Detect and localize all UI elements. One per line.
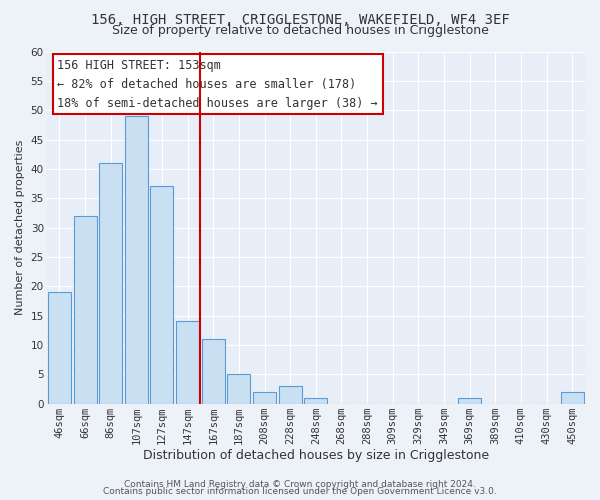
X-axis label: Distribution of detached houses by size in Crigglestone: Distribution of detached houses by size …: [143, 450, 489, 462]
Bar: [560, 392, 584, 404]
Text: Size of property relative to detached houses in Crigglestone: Size of property relative to detached ho…: [112, 24, 488, 37]
Text: 156 HIGH STREET: 153sqm
← 82% of detached houses are smaller (178)
18% of semi-d: 156 HIGH STREET: 153sqm ← 82% of detache…: [58, 58, 378, 110]
Bar: [99, 163, 122, 404]
Text: Contains public sector information licensed under the Open Government Licence v3: Contains public sector information licen…: [103, 487, 497, 496]
Bar: [253, 392, 276, 404]
Bar: [48, 292, 71, 404]
Bar: [74, 216, 97, 404]
Text: Contains HM Land Registry data © Crown copyright and database right 2024.: Contains HM Land Registry data © Crown c…: [124, 480, 476, 489]
Bar: [125, 116, 148, 404]
Y-axis label: Number of detached properties: Number of detached properties: [15, 140, 25, 316]
Bar: [227, 374, 250, 404]
Bar: [202, 339, 225, 404]
Bar: [176, 322, 199, 404]
Bar: [304, 398, 328, 404]
Bar: [278, 386, 302, 404]
Text: 156, HIGH STREET, CRIGGLESTONE, WAKEFIELD, WF4 3EF: 156, HIGH STREET, CRIGGLESTONE, WAKEFIEL…: [91, 12, 509, 26]
Bar: [151, 186, 173, 404]
Bar: [458, 398, 481, 404]
